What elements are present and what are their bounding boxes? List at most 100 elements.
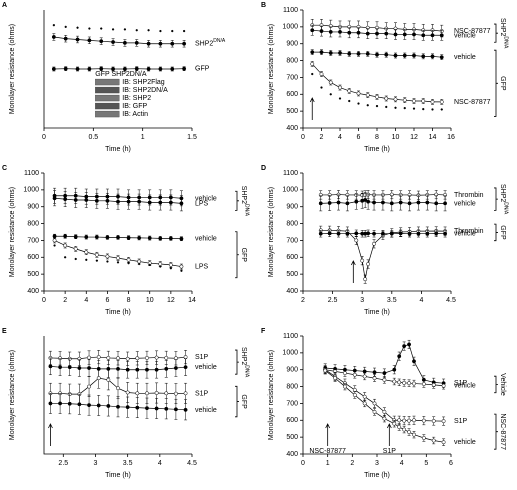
data-point [87, 403, 91, 408]
y-tick-label: 800 [286, 383, 298, 390]
data-point [158, 262, 163, 266]
data-point [384, 31, 389, 36]
x-tick-label: 2.5 [328, 297, 338, 304]
data-point [398, 200, 403, 205]
series-label-main: vehicle [195, 364, 217, 371]
x-tick-label: 12 [410, 134, 418, 141]
data-point [99, 39, 104, 44]
x-tick-label: 6 [357, 134, 361, 141]
y-tick-label: 1000 [282, 24, 298, 31]
y-tick-label: 400 [27, 288, 39, 295]
x-tick-label: 2 [301, 297, 305, 304]
arrow-label: NSC-87877 [309, 448, 346, 455]
data-point [154, 355, 159, 360]
data-point [430, 33, 435, 38]
data-point [164, 355, 169, 360]
data-point [135, 391, 140, 396]
data-point [421, 99, 426, 103]
data-point [342, 384, 347, 389]
x-tick-label: 2 [63, 297, 67, 304]
series-label-main: S1P [195, 390, 209, 397]
data-point [105, 235, 110, 240]
data-point [126, 235, 131, 240]
data-point [183, 365, 188, 370]
data-point [318, 201, 323, 206]
y-tick-label: 900 [27, 204, 39, 211]
series-label: Thrombin [454, 228, 484, 235]
data-point [116, 366, 120, 371]
x-tick-label: 4 [84, 297, 88, 304]
series-label: vehicle [195, 364, 217, 371]
group-label-main: GFP [499, 76, 506, 91]
data-point [407, 430, 412, 435]
data-point [352, 393, 357, 397]
data-point [397, 354, 402, 359]
axes [302, 336, 451, 455]
data-point [125, 356, 130, 361]
data-point [412, 432, 416, 437]
data-point [48, 364, 53, 369]
data-point [123, 28, 127, 31]
data-point [111, 67, 116, 71]
arrow [309, 97, 315, 120]
x-tick-label: 4 [400, 460, 404, 467]
data-point [439, 55, 444, 60]
data-point [421, 436, 426, 440]
data-point [416, 231, 421, 236]
x-axis-label: Time (h) [364, 472, 390, 479]
data-point [412, 107, 416, 110]
group-label: Vehicle [499, 373, 506, 396]
x-tick-label: 2 [320, 134, 324, 141]
y-tick-label: 800 [286, 220, 298, 227]
data-point [134, 66, 139, 71]
data-point [329, 93, 332, 96]
group-bracket [494, 187, 498, 211]
y-tick-label: 500 [286, 271, 298, 278]
data-point [434, 231, 439, 236]
data-point [135, 356, 140, 361]
data-point [180, 269, 183, 272]
data-point [407, 231, 412, 236]
data-point [52, 234, 57, 239]
data-point [385, 105, 388, 109]
series-label: NSC-87877 [454, 28, 491, 35]
series-label-main: NSC-87877 [454, 99, 491, 106]
data-point [421, 54, 426, 59]
data-point [382, 371, 387, 376]
inset-row-label: IB: SHP2Flag [122, 79, 165, 86]
data-point [145, 367, 149, 372]
data-point [63, 66, 68, 71]
data-point [389, 231, 394, 236]
group-label: SHP2DN/A [499, 184, 508, 215]
data-point [135, 29, 138, 32]
data-point [441, 440, 446, 445]
data-point [318, 231, 323, 236]
x-tick-label: 14 [188, 297, 196, 304]
data-point [365, 93, 370, 98]
group-bracket [494, 375, 498, 394]
data-point [146, 41, 151, 46]
data-point [402, 344, 407, 349]
data-point [422, 107, 425, 111]
data-point [425, 200, 430, 205]
data-point [84, 235, 89, 240]
data-point [375, 52, 379, 57]
y-tick-label: 1100 [283, 170, 298, 177]
data-point [73, 246, 78, 251]
data-point [439, 99, 444, 104]
x-tick-label: 2.5 [58, 460, 68, 467]
x-tick-label: 4 [158, 460, 162, 467]
group-label-sup: DN/A [502, 36, 508, 49]
data-point [440, 108, 443, 111]
series-label: vehicle [454, 231, 476, 238]
data-point [84, 250, 89, 255]
data-point [116, 261, 120, 264]
data-point [145, 355, 149, 360]
data-point [168, 200, 173, 205]
data-point [382, 416, 387, 421]
series-label-sup: DN/A [213, 39, 226, 45]
series-label: vehicle [195, 195, 217, 202]
data-point [182, 29, 186, 33]
series-label: LPS [195, 263, 209, 270]
y-axis-label: Monolayer resistance (ohms) [9, 24, 16, 114]
